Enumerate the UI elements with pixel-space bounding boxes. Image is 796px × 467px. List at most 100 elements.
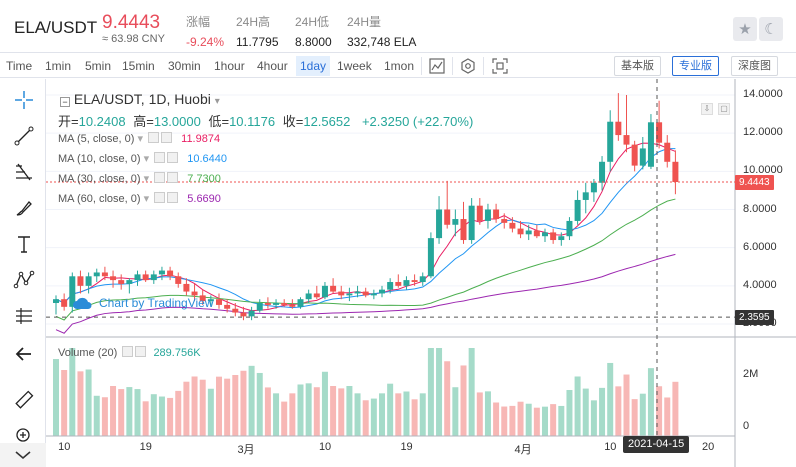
- candle-body: [558, 236, 565, 241]
- cloud-icon: [73, 297, 92, 309]
- low-label: 低: [208, 114, 222, 129]
- crosshair-icon[interactable]: [11, 87, 37, 113]
- candle-body: [525, 230, 532, 235]
- candle-body: [248, 310, 255, 317]
- change-value: +2.3250 (+22.70%): [361, 114, 474, 129]
- interval-1mon[interactable]: 1mon: [384, 59, 415, 73]
- close-icon[interactable]: [167, 192, 179, 203]
- volume-legend[interactable]: Volume (20) 289.756K: [58, 346, 201, 359]
- volume-bar: [476, 392, 483, 436]
- settings-icon[interactable]: [154, 152, 166, 163]
- price-axis-label: 4.0000: [743, 278, 777, 291]
- settings-icon[interactable]: [154, 172, 166, 183]
- fullscreen-icon[interactable]: [490, 56, 510, 76]
- volume-bar: [501, 406, 508, 436]
- text-tool-icon[interactable]: [11, 231, 37, 257]
- star-icon[interactable]: ★: [733, 17, 757, 41]
- volume-bar: [590, 400, 597, 436]
- settings-gear-icon[interactable]: [458, 56, 478, 76]
- view-depth-button[interactable]: 深度图: [731, 56, 778, 76]
- moon-icon[interactable]: ☾: [759, 17, 783, 41]
- price-axis-label: 12.0000: [743, 126, 783, 139]
- zoom-in-icon[interactable]: [11, 423, 37, 449]
- candle-body: [240, 312, 247, 317]
- stat-label: 24H量: [347, 15, 382, 29]
- interval-time[interactable]: Time: [6, 59, 33, 73]
- candle-body: [550, 232, 557, 241]
- trend-line-icon[interactable]: [11, 123, 37, 149]
- chart-canvas[interactable]: [46, 79, 796, 467]
- ruler-icon[interactable]: [11, 387, 37, 413]
- ma5-legend[interactable]: MA (5, close, 0) ▾ 11.9874: [58, 132, 221, 145]
- close-icon[interactable]: [135, 346, 147, 357]
- view-basic-button[interactable]: 基本版: [614, 56, 661, 76]
- settings-icon[interactable]: [154, 192, 166, 203]
- pattern-tool-icon[interactable]: [11, 267, 37, 293]
- move-down-icon[interactable]: ⇩: [701, 103, 713, 115]
- volume-bar: [387, 383, 394, 436]
- stat-value: 8.8000: [295, 35, 332, 49]
- interval-1week[interactable]: 1week: [337, 59, 372, 73]
- candle-body: [191, 291, 198, 296]
- brush-icon[interactable]: [11, 195, 37, 221]
- volume-bar: [493, 402, 500, 436]
- volume-bar: [444, 361, 451, 436]
- view-pro-button[interactable]: 专业版: [672, 56, 719, 76]
- volume-bar: [558, 405, 565, 436]
- chevron-down-icon[interactable]: [0, 443, 46, 467]
- back-arrow-icon[interactable]: [11, 341, 37, 367]
- interval-1min[interactable]: 1min: [45, 59, 72, 73]
- close-icon[interactable]: [167, 152, 179, 163]
- ma30-legend[interactable]: MA (30, close, 0) ▾ 7.7300: [58, 172, 221, 185]
- last-price: 9.4443: [102, 12, 161, 33]
- volume-bar: [248, 365, 255, 436]
- candle-body: [183, 283, 190, 292]
- ma10-legend[interactable]: MA (10, close, 0) ▾ 10.6440: [58, 152, 228, 165]
- volume-bar: [525, 403, 532, 436]
- chart-area[interactable]: − ELA/USDT, 1D, Huobi ▾ 开=10.2408 高=13.0…: [46, 79, 796, 467]
- ma-label: MA (60, close, 0): [58, 193, 141, 205]
- candle-body: [126, 280, 133, 284]
- stat-label: 涨幅: [186, 15, 211, 29]
- close-value: 12.5652: [303, 114, 351, 129]
- volume-bar: [240, 370, 247, 436]
- volume-bar: [517, 401, 524, 436]
- candle-body: [134, 274, 141, 281]
- fib-tool-icon[interactable]: [11, 159, 37, 185]
- candle-body: [599, 161, 606, 183]
- interval-5min[interactable]: 5min: [85, 59, 112, 73]
- interval-30min[interactable]: 30min: [168, 59, 201, 73]
- drawing-toolbar: [0, 79, 46, 467]
- maximize-icon[interactable]: ▢: [718, 103, 730, 115]
- candle-body: [468, 205, 475, 241]
- low-value: 10.1176: [229, 114, 276, 129]
- settings-icon[interactable]: [122, 346, 134, 357]
- indicator-icon[interactable]: [427, 56, 447, 76]
- measure-tool-icon[interactable]: [11, 303, 37, 329]
- candle-body: [590, 182, 597, 193]
- candle-body: [533, 230, 540, 237]
- volume-axis-label: 2M: [743, 368, 759, 380]
- close-icon[interactable]: [167, 172, 179, 183]
- candle-body: [672, 161, 679, 183]
- interval-4hour[interactable]: 4hour: [257, 59, 288, 73]
- volume-bar: [313, 387, 320, 436]
- volume-bar: [566, 390, 573, 436]
- volume-bar: [615, 386, 622, 436]
- settings-icon[interactable]: [148, 132, 160, 143]
- cny-price: ≈ 63.98 CNY: [102, 33, 165, 45]
- close-icon[interactable]: [161, 132, 173, 143]
- candle-body: [199, 295, 206, 302]
- volume-bar: [216, 376, 222, 436]
- interval-15min[interactable]: 15min: [122, 59, 155, 73]
- interval-1hour[interactable]: 1hour: [214, 59, 245, 73]
- ma60-legend[interactable]: MA (60, close, 0) ▾ 5.6690: [58, 192, 221, 205]
- ma-value: 5.6690: [187, 193, 221, 205]
- tradingview-watermark[interactable]: Chart by TradingView: [72, 296, 214, 310]
- volume-value: 289.756K: [153, 347, 201, 359]
- volume-bar: [264, 387, 271, 436]
- volume-bar: [452, 387, 459, 436]
- interval-1day[interactable]: 1day: [296, 56, 331, 76]
- watermark-text: Chart by TradingView: [99, 296, 214, 310]
- candle-body: [517, 228, 524, 235]
